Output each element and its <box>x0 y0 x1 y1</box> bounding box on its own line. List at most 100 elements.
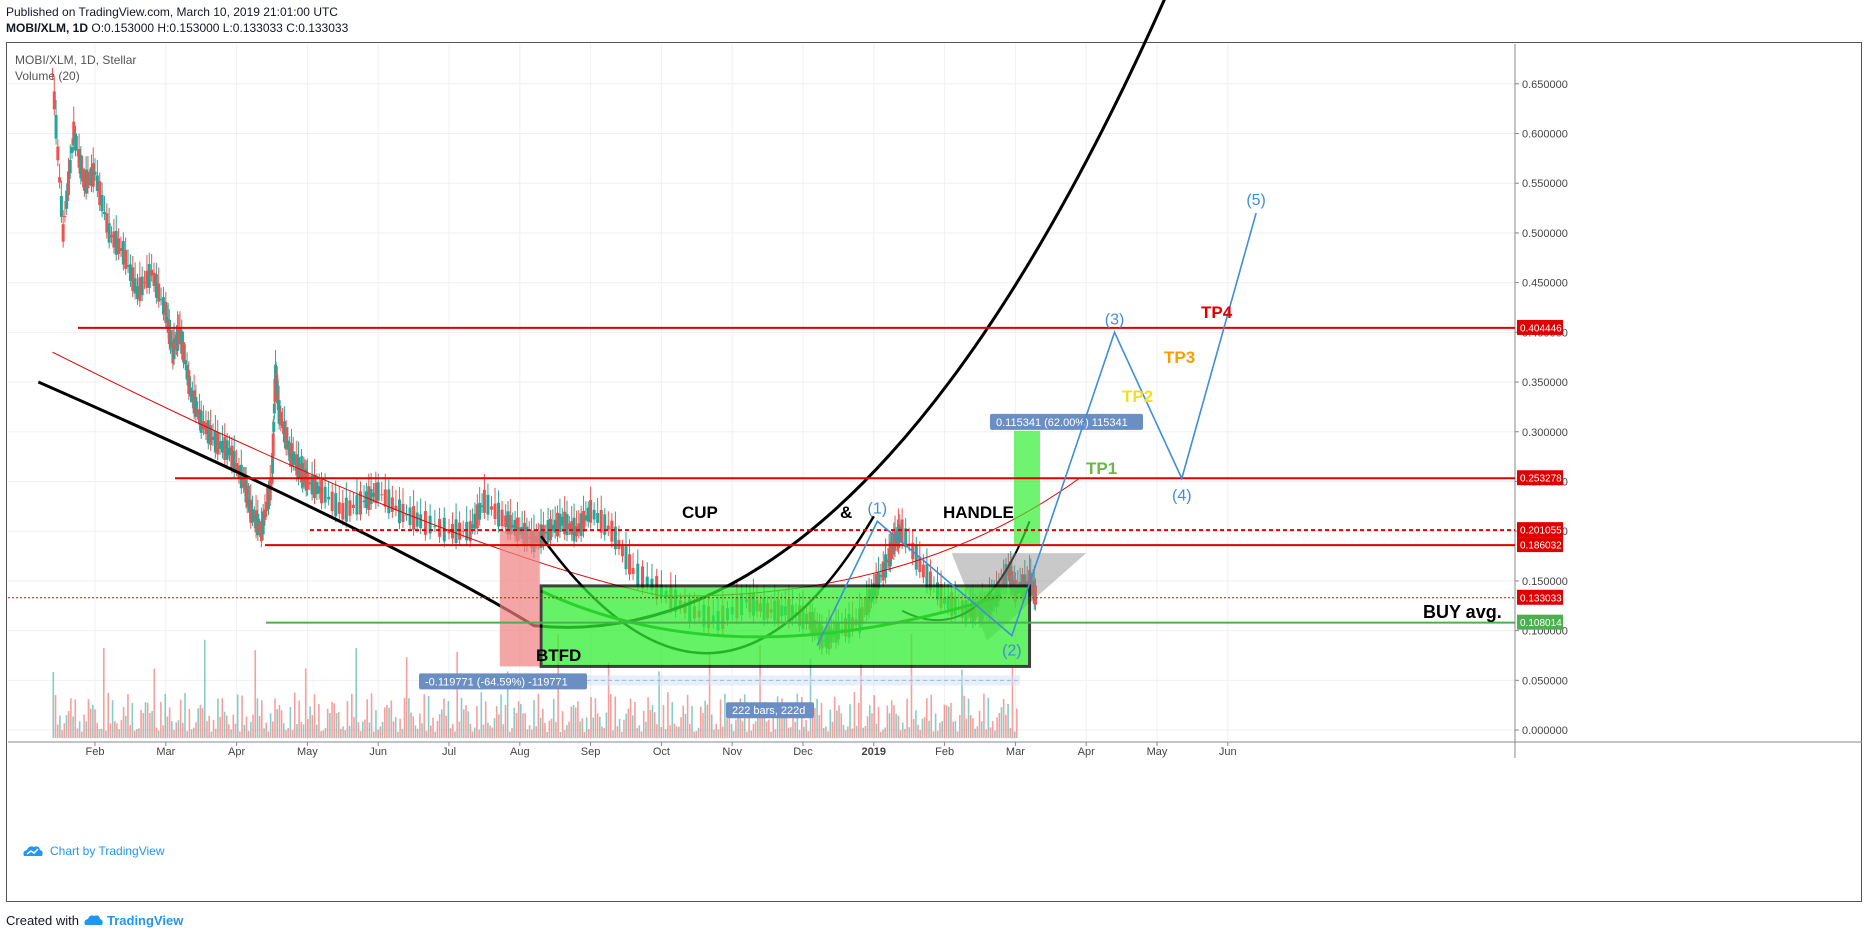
candle-body <box>574 526 578 537</box>
volume-bar <box>133 730 136 738</box>
volume-bar <box>353 717 355 738</box>
candle-body <box>197 409 201 425</box>
volume-bar <box>513 707 516 738</box>
volume-bar <box>816 698 818 738</box>
volume-bar <box>383 707 386 738</box>
candle-body <box>454 519 458 544</box>
volume-bar <box>416 728 419 738</box>
volume-bar <box>831 721 834 738</box>
volume-bar <box>410 712 412 738</box>
volume-bar <box>915 710 917 738</box>
volume-bar <box>256 698 259 738</box>
volume-bar <box>664 729 667 738</box>
amp-label: & <box>840 503 852 522</box>
volume-bar <box>991 721 994 738</box>
level-price-tag <box>1517 614 1563 630</box>
volume-bar <box>675 726 678 738</box>
volume-bar <box>394 716 397 738</box>
volume-bar <box>1009 728 1012 738</box>
watermark[interactable]: Chart by TradingView <box>22 844 165 858</box>
candle-body <box>1033 585 1037 605</box>
candle-body <box>369 488 373 504</box>
volume-bar <box>895 713 897 738</box>
volume-bar <box>972 718 974 738</box>
volume-bar <box>436 720 439 738</box>
candle-body <box>252 513 256 523</box>
volume-bar <box>950 702 952 738</box>
volume-bar <box>555 721 557 738</box>
volume-bar <box>504 704 507 738</box>
x-tick-label: Feb <box>935 746 954 758</box>
volume-bar <box>476 706 478 738</box>
volume-bar <box>379 726 382 738</box>
volume-bar <box>78 721 81 738</box>
volume-bar <box>182 722 184 738</box>
volume-bar <box>471 731 474 738</box>
volume-bar <box>884 727 886 738</box>
x-tick-label: Dec <box>793 746 813 758</box>
footer: Created with TradingView <box>6 913 183 928</box>
chart-frame[interactable] <box>6 42 1862 902</box>
candle-body <box>511 524 515 528</box>
volume-bar <box>502 724 505 738</box>
volume-bar <box>282 723 285 738</box>
volume-bar <box>399 718 401 738</box>
volume-bar <box>627 708 630 738</box>
bars-label: 222 bars, 222d <box>732 705 805 717</box>
volume-bar <box>873 695 875 738</box>
candle-body <box>628 554 632 575</box>
volume-bar <box>585 717 588 738</box>
volume-bar <box>682 705 685 738</box>
candle-body <box>209 425 213 445</box>
candle-body <box>610 520 614 542</box>
volume-bar <box>969 715 972 738</box>
volume-bar <box>737 717 739 738</box>
candle-body <box>223 436 227 460</box>
volume-bar <box>309 706 311 738</box>
volume-bar <box>789 727 792 738</box>
volume-bar <box>440 709 443 738</box>
volume-bar <box>858 702 860 738</box>
candle-body <box>81 168 85 182</box>
volume-bar <box>774 729 777 738</box>
y-tick-label: 0.600000 <box>1522 128 1568 140</box>
volume-bar <box>932 731 935 738</box>
volume-bar <box>315 724 318 738</box>
volume-bar <box>105 730 107 738</box>
volume-bar <box>54 695 57 738</box>
bars-label-bg <box>726 702 814 719</box>
volume-bar <box>300 721 303 738</box>
candle-body <box>613 526 617 550</box>
grid <box>8 44 1515 740</box>
level-price-label: 0.133033 <box>1520 593 1562 604</box>
volume-bar <box>351 693 353 738</box>
candle-body <box>102 211 106 215</box>
volume-bar <box>520 703 522 738</box>
candle-body <box>266 486 270 510</box>
volume-bar <box>708 653 711 738</box>
candle-body <box>599 509 603 533</box>
volume-bar <box>517 701 520 738</box>
tradingview-brand[interactable]: TradingView <box>106 913 184 928</box>
volume-bar <box>528 725 531 738</box>
volume-bar <box>359 730 362 738</box>
candle-body <box>286 440 290 450</box>
volume-bar <box>118 729 120 738</box>
loss-label-bg <box>419 673 587 690</box>
volume-bar <box>59 715 61 738</box>
volume-bar <box>140 709 142 738</box>
volume-bar <box>842 724 845 738</box>
volume-bar <box>377 729 379 738</box>
candle-body <box>904 528 908 548</box>
volume-bar <box>498 714 500 738</box>
volume-bar <box>803 726 805 738</box>
candle-body <box>645 576 649 586</box>
candle-body <box>582 510 586 532</box>
volume-bar <box>103 647 105 738</box>
y-tick-label: 0.450000 <box>1522 278 1568 290</box>
candle-body <box>380 494 384 496</box>
gain-label-bg <box>990 413 1143 430</box>
volume-bar <box>107 692 109 738</box>
volume-bar <box>171 721 173 738</box>
